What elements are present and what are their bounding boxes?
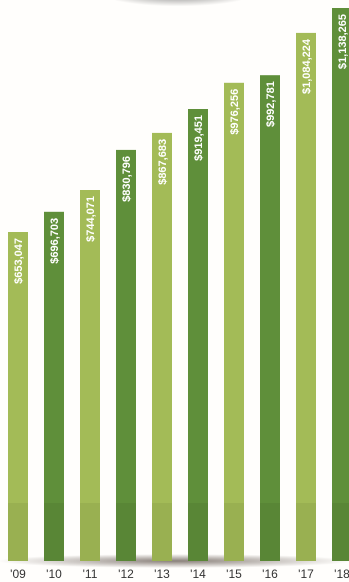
bars-layer [8, 8, 349, 562]
bar-4 [152, 132, 172, 561]
bar-0 [8, 232, 28, 561]
value-label-2: $744,071 [85, 196, 97, 242]
x-tick-label-2: '11 [83, 567, 98, 581]
bar-shade-2 [80, 503, 100, 561]
bar-shade-9 [332, 503, 349, 561]
x-tick-label-0: '09 [10, 567, 26, 581]
value-label-7: $992,781 [265, 81, 277, 127]
bar-shade-0 [8, 503, 28, 561]
value-label-1: $696,703 [49, 218, 61, 264]
bar-shade-8 [296, 503, 316, 561]
x-tick-label-8: '17 [298, 567, 314, 581]
bar-shade-4 [152, 503, 172, 561]
value-label-8: $1,084,224 [301, 38, 313, 94]
bar-1 [44, 211, 64, 562]
bar-shade-1 [44, 503, 64, 561]
x-tick-label-3: '12 [118, 567, 134, 581]
x-tick-label-9: '18 [334, 567, 349, 581]
value-label-0: $653,047 [13, 238, 25, 284]
bar-9 [332, 8, 349, 561]
x-tick-label-5: '14 [190, 567, 206, 581]
bar-2 [80, 190, 100, 561]
bar-7 [260, 75, 280, 561]
bar-shade-7 [260, 503, 280, 561]
value-label-3: $830,796 [121, 156, 133, 202]
x-tick-label-6: '15 [226, 567, 242, 581]
x-tick-label-7: '16 [262, 567, 278, 581]
value-label-4: $867,683 [157, 139, 169, 185]
value-label-9: $1,138,265 [337, 14, 349, 69]
bar-6 [224, 82, 244, 562]
bar-shade-5 [188, 503, 208, 561]
bar-5 [188, 109, 208, 561]
bar-shade-6 [224, 503, 244, 561]
bar-shade-3 [116, 503, 136, 561]
value-labels-layer: $653,047 $696,703 $744,071 $830,796 $867,683… [13, 14, 349, 284]
bar-3 [116, 149, 136, 561]
x-tick-label-4: '13 [154, 567, 170, 581]
value-label-6: $976,256 [229, 89, 241, 135]
x-tick-label-1: '10 [46, 567, 62, 581]
value-label-5: $919,451 [193, 115, 205, 161]
top-shadow [112, 0, 244, 16]
bar-8 [296, 32, 316, 561]
x-axis-ticks: '09 '10 '11 '12 '13 '14 '15 '16 '17 '18 [10, 567, 349, 581]
